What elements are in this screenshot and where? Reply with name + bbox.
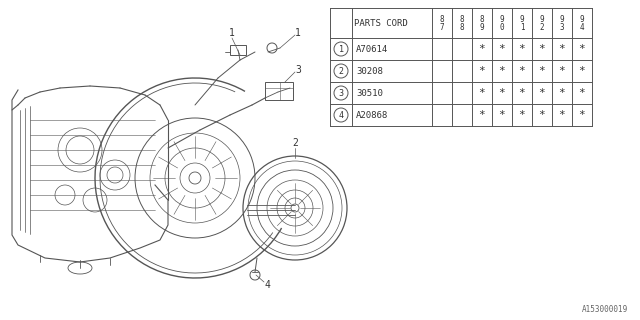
Text: *: *: [579, 44, 586, 54]
Text: 2: 2: [292, 138, 298, 148]
Text: 8: 8: [460, 14, 464, 23]
Text: 1: 1: [520, 23, 524, 33]
Text: *: *: [499, 110, 506, 120]
Text: A153000019: A153000019: [582, 305, 628, 314]
Text: 4: 4: [339, 110, 344, 119]
Bar: [230, 45, 246, 55]
Text: 8: 8: [460, 23, 464, 33]
Text: 4: 4: [580, 23, 584, 33]
Text: *: *: [579, 66, 586, 76]
Text: *: *: [499, 44, 506, 54]
Text: *: *: [518, 66, 525, 76]
Text: 3: 3: [560, 23, 564, 33]
Text: 30208: 30208: [356, 67, 383, 76]
Text: *: *: [579, 88, 586, 98]
Text: 9: 9: [540, 14, 544, 23]
Text: 2: 2: [540, 23, 544, 33]
Text: 1: 1: [295, 28, 301, 38]
Text: *: *: [499, 88, 506, 98]
Text: *: *: [559, 44, 565, 54]
Text: *: *: [559, 110, 565, 120]
Text: 3: 3: [295, 65, 301, 75]
Text: 3: 3: [339, 89, 344, 98]
Text: 1: 1: [339, 44, 344, 53]
Text: 9: 9: [560, 14, 564, 23]
Text: 9: 9: [580, 14, 584, 23]
Text: *: *: [539, 44, 545, 54]
Text: *: *: [539, 66, 545, 76]
Text: *: *: [539, 88, 545, 98]
Text: A20868: A20868: [356, 110, 388, 119]
Text: A70614: A70614: [356, 44, 388, 53]
Text: 9: 9: [480, 23, 484, 33]
Text: 8: 8: [480, 14, 484, 23]
Text: *: *: [479, 66, 485, 76]
Text: *: *: [559, 66, 565, 76]
Text: 0: 0: [500, 23, 504, 33]
Text: 30510: 30510: [356, 89, 383, 98]
Text: 2: 2: [339, 67, 344, 76]
Text: 8: 8: [440, 14, 444, 23]
Text: 1: 1: [229, 28, 235, 38]
Text: *: *: [559, 88, 565, 98]
Text: *: *: [539, 110, 545, 120]
Text: *: *: [479, 110, 485, 120]
Bar: [265, 82, 293, 100]
Text: *: *: [518, 88, 525, 98]
Text: *: *: [479, 88, 485, 98]
Text: *: *: [518, 44, 525, 54]
Text: *: *: [518, 110, 525, 120]
Text: *: *: [579, 110, 586, 120]
Text: 9: 9: [500, 14, 504, 23]
Text: *: *: [479, 44, 485, 54]
Text: *: *: [499, 66, 506, 76]
Text: 4: 4: [264, 280, 270, 290]
Text: 7: 7: [440, 23, 444, 33]
Text: PARTS CORD: PARTS CORD: [354, 19, 408, 28]
Text: 9: 9: [520, 14, 524, 23]
